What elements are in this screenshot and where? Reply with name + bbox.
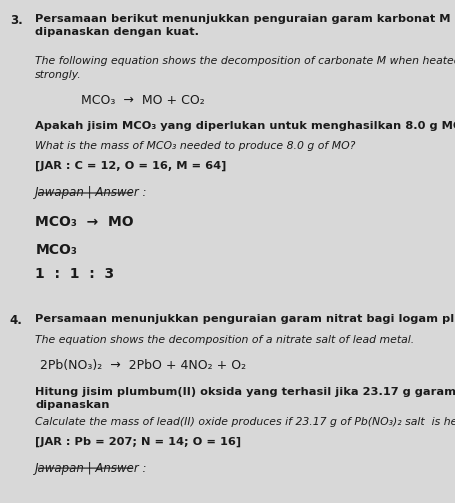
- Text: What is the mass of MCO₃ needed to produce 8.0 g of MO?: What is the mass of MCO₃ needed to produ…: [35, 141, 355, 151]
- Text: Persamaan menunjukkan penguraian garam nitrat bagi logam plumbum: Persamaan menunjukkan penguraian garam n…: [35, 314, 455, 324]
- Text: Hitung jisim plumbum(II) oksida yang terhasil jika 23.17 g garam Pb(NO₃)₂
dipana: Hitung jisim plumbum(II) oksida yang ter…: [35, 387, 455, 410]
- Text: 3.: 3.: [10, 14, 23, 27]
- Text: Persamaan berikut menunjukkan penguraian garam karbonat M apabila
dipanaskan den: Persamaan berikut menunjukkan penguraian…: [35, 14, 455, 37]
- Text: Calculate the mass of lead(II) oxide produces if 23.17 g of Pb(NO₃)₂ salt  is he: Calculate the mass of lead(II) oxide pro…: [35, 416, 455, 427]
- Text: 4.: 4.: [10, 314, 23, 327]
- Text: The equation shows the decomposition of a nitrate salt of lead metal.: The equation shows the decomposition of …: [35, 335, 414, 345]
- Text: [JAR : C = 12, O = 16, M = 64]: [JAR : C = 12, O = 16, M = 64]: [35, 160, 226, 171]
- Text: MCO₃: MCO₃: [35, 243, 77, 257]
- Text: Jawapan | Answer :: Jawapan | Answer :: [35, 462, 147, 475]
- Text: [JAR : Pb = 207; N = 14; O = 16]: [JAR : Pb = 207; N = 14; O = 16]: [35, 437, 241, 447]
- Text: MCO₃  →  MO: MCO₃ → MO: [35, 215, 134, 229]
- Text: The following equation shows the decomposition of carbonate M when heated
strong: The following equation shows the decompo…: [35, 56, 455, 79]
- Text: 2Pb(NO₃)₂  →  2PbO + 4NO₂ + O₂: 2Pb(NO₃)₂ → 2PbO + 4NO₂ + O₂: [40, 359, 245, 372]
- Text: MCO₃  →  MO + CO₂: MCO₃ → MO + CO₂: [81, 94, 204, 107]
- Text: 1  :  1  :  3: 1 : 1 : 3: [35, 267, 114, 281]
- Text: Apakah jisim MCO₃ yang diperlukan untuk menghasilkan 8.0 g MO?: Apakah jisim MCO₃ yang diperlukan untuk …: [35, 121, 455, 131]
- Text: Jawapan | Answer :: Jawapan | Answer :: [35, 187, 147, 200]
